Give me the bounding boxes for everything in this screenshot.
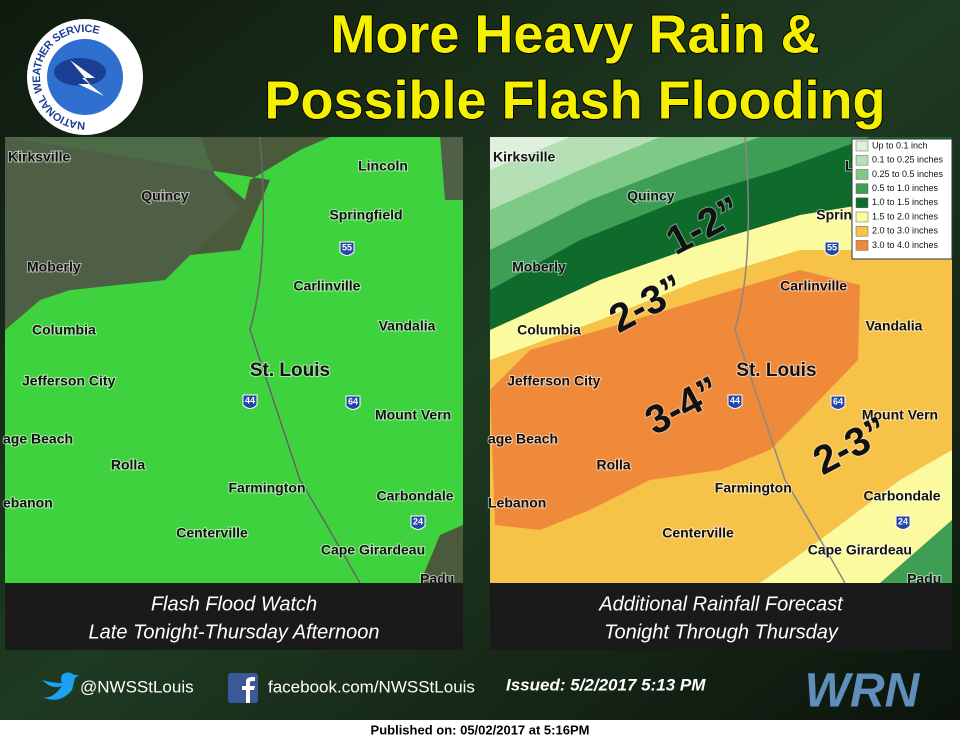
map-labels: Kirksville Quincy Lincoln Springfield Moberl…	[2, 148, 455, 588]
city-label: Quincy	[141, 188, 189, 204]
city-label: ebanon	[3, 495, 53, 511]
city-label: Moberly	[27, 259, 81, 275]
twitter-icon	[42, 672, 79, 700]
facebook-url: facebook.com/NWSStLouis	[268, 677, 475, 696]
city-label: Mount Vern	[375, 407, 451, 423]
city-label: Carbondale	[864, 488, 941, 504]
highway-shield	[895, 515, 911, 530]
highway-label: 55	[342, 242, 352, 252]
city-label: Vandalia	[379, 318, 436, 334]
nws-logo: NATIONAL WEATHER SERVICE	[27, 19, 143, 135]
highway-label: 44	[245, 395, 255, 405]
city-label: Kirksville	[493, 149, 555, 165]
legend-label: 0.25 to 0.5 inches	[872, 169, 944, 179]
highway-label: 24	[898, 516, 908, 526]
city-label: Columbia	[32, 322, 96, 338]
caption: Additional Rainfall Forecast	[598, 593, 844, 615]
city-label: Quincy	[627, 188, 675, 204]
legend-label: 1.5 to 2.0 inches	[872, 211, 939, 221]
city-label: Moberly	[512, 259, 566, 275]
city-label: Cape Girardeau	[321, 542, 425, 558]
city-label: Lincoln	[358, 158, 408, 174]
highway-shield	[410, 515, 426, 530]
city-label: age Beach	[3, 431, 73, 447]
city-label: Carlinville	[780, 278, 847, 294]
caption: Flash Flood Watch	[151, 593, 317, 615]
highway-shield	[339, 241, 355, 256]
legend: Up to 0.1 inch 0.1 to 0.25 inches 0.25 to …	[851, 138, 953, 260]
city-label: Lebanon	[488, 495, 546, 511]
highway-label: 64	[833, 396, 843, 406]
highway-label: 44	[730, 395, 740, 405]
twitter-handle: @NWSStLouis	[80, 677, 194, 696]
caption-box	[5, 583, 463, 650]
highway-shield	[727, 394, 743, 409]
legend-label: Up to 0.1 inch	[872, 140, 928, 150]
legend-label: 2.0 to 3.0 inches	[872, 226, 939, 236]
highway-shield	[242, 394, 258, 409]
highway-label: 24	[413, 516, 423, 526]
city-label: Farmington	[715, 480, 792, 496]
issued: Issued: 5/2/2017 5:13 PM	[506, 675, 706, 694]
map-labels: KirksvilleQuincyLincolnSpringfieldMoberl…	[487, 148, 942, 588]
legend-swatch	[855, 197, 869, 209]
city-label: Vandalia	[866, 318, 923, 334]
city-label: Columbia	[517, 322, 581, 338]
facebook-glyph	[242, 677, 255, 703]
city-label: Centerville	[176, 525, 248, 541]
city-label: Centerville	[662, 525, 734, 541]
legend-label: 3.0 to 4.0 inches	[872, 240, 939, 250]
legend-swatch	[855, 169, 869, 180]
highway-label: 64	[348, 396, 358, 406]
city-label: Carbondale	[376, 488, 453, 504]
legend-swatch	[855, 154, 869, 166]
published: Published on: 05/02/2017 at 5:16PM	[371, 722, 590, 737]
city-label: age Beach	[488, 431, 558, 447]
city-label: Mount Vern	[862, 407, 938, 423]
city-label: Jefferson City	[22, 373, 116, 389]
published-bar	[0, 720, 960, 740]
highway-shield	[345, 395, 361, 410]
watch-map	[5, 137, 463, 583]
legend-swatch	[855, 225, 869, 237]
legend-label: 0.1 to 0.25 inches	[872, 155, 944, 165]
city-label: Farmington	[229, 480, 306, 496]
city-label: Kirksville	[8, 149, 70, 165]
rainfall-map	[490, 137, 952, 583]
legend-swatch	[855, 140, 869, 152]
city-label: Carlinville	[294, 278, 361, 294]
highway-shield	[830, 395, 846, 410]
title-line: Possible Flash Flooding	[264, 70, 885, 130]
city-label: Rolla	[111, 457, 145, 473]
caption-box	[490, 583, 952, 650]
legend-swatch	[855, 211, 869, 223]
city-label: Springfield	[329, 207, 402, 223]
legend-swatch	[855, 183, 869, 194]
legend-swatch	[855, 240, 869, 251]
highway-label: 55	[827, 242, 837, 252]
caption: Late Tonight-Thursday Afternoon	[89, 621, 380, 643]
city-label: Cape Girardeau	[808, 542, 912, 558]
wrn-logo: WRN	[805, 665, 921, 718]
city-label: Rolla	[596, 457, 630, 473]
city-label: St. Louis	[736, 360, 816, 381]
legend-label: 1.0 to 1.5 inches	[872, 197, 939, 207]
city-label: Jefferson City	[507, 373, 601, 389]
caption: Tonight Through Thursday	[604, 621, 839, 643]
highway-shield	[824, 241, 840, 256]
city-label: St. Louis	[250, 360, 330, 381]
legend-label: 0.5 to 1.0 inches	[872, 183, 939, 193]
title-line: More Heavy Rain &	[330, 4, 819, 64]
